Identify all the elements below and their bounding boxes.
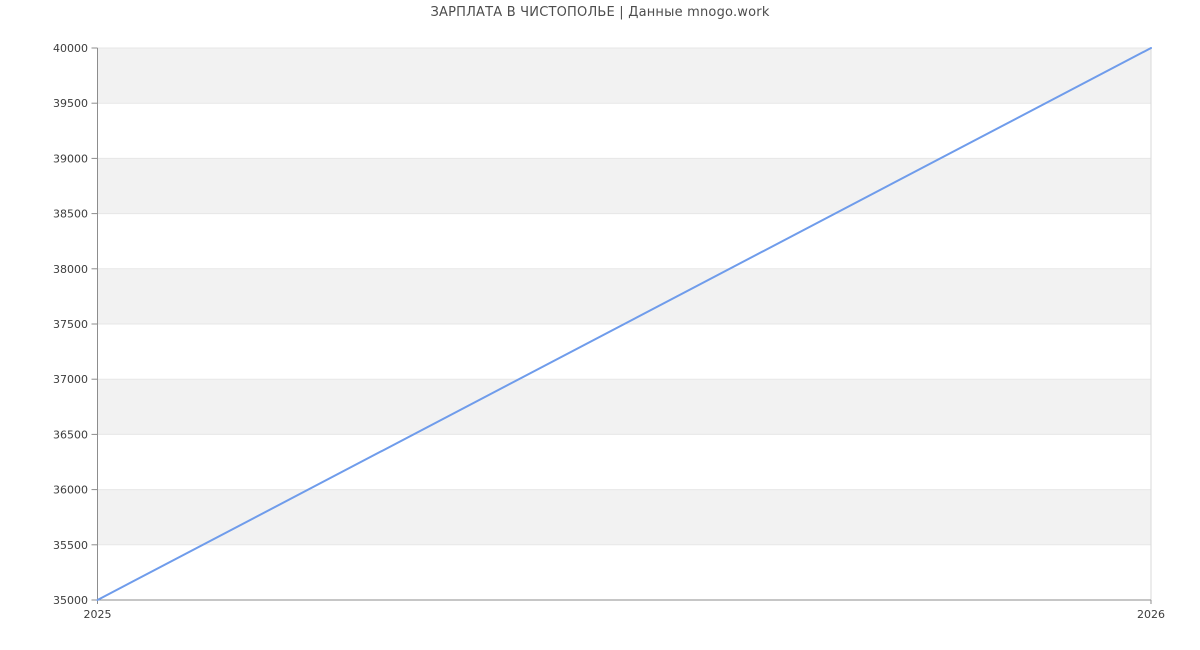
series-line: [96, 47, 1152, 601]
y-tick-label: 36000: [53, 484, 88, 497]
y-tick-label: 37000: [53, 373, 88, 386]
y-tick-label: 39500: [53, 97, 88, 110]
y-tick-label: 36500: [53, 428, 88, 441]
y-tick-label: 38000: [53, 263, 88, 276]
x-tick-label: 2026: [1137, 608, 1165, 621]
y-tick-label: 35000: [53, 594, 88, 607]
plot-band: [97, 48, 1151, 104]
plot-band: [97, 268, 1151, 324]
plot-band: [97, 489, 1151, 545]
chart-title: ЗАРПЛАТА В ЧИСТОПОЛЬЕ | Данные mnogo.wor…: [430, 5, 770, 20]
y-tick-label: 35500: [53, 539, 88, 552]
plot-band: [97, 158, 1151, 214]
x-tick-label: 2025: [84, 608, 112, 621]
y-tick-label: 39000: [53, 152, 88, 165]
plot-band: [97, 379, 1151, 435]
y-tick-label: 40000: [53, 42, 88, 55]
y-tick-label: 37500: [53, 318, 88, 331]
y-tick-label: 38500: [53, 208, 88, 221]
